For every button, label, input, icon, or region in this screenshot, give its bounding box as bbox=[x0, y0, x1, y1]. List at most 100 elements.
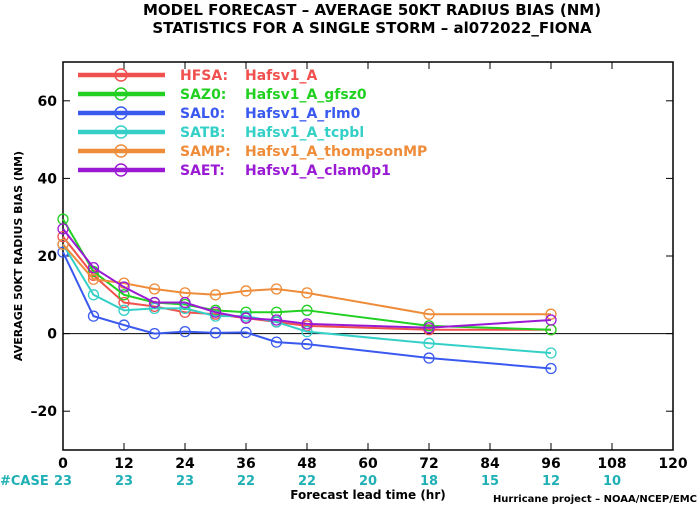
x-tick-label: 0 bbox=[58, 456, 68, 472]
chart-title-line1: MODEL FORECAST – AVERAGE 50KT RADIUS BIA… bbox=[143, 1, 601, 19]
series-point-5 bbox=[87, 261, 100, 274]
chart-title-line2: STATISTICS FOR A SINGLE STORM – al072022… bbox=[152, 19, 592, 37]
x-tick-label: 48 bbox=[297, 456, 316, 472]
series-point-5 bbox=[270, 314, 283, 326]
series-line-5 bbox=[62, 228, 552, 329]
x-tick-label: 60 bbox=[358, 456, 378, 472]
legend-series-name-4: Hafsv1_A_thompsonMP bbox=[245, 144, 427, 160]
legend-code-0: HFSA: bbox=[180, 68, 228, 84]
series-point-2 bbox=[545, 362, 557, 375]
x-tick-label: 72 bbox=[419, 456, 438, 472]
legend-series-name-0: Hafsv1_A bbox=[245, 68, 317, 84]
legend-code-5: SAET: bbox=[180, 163, 225, 179]
series-line-1 bbox=[62, 218, 552, 331]
series-point-3 bbox=[209, 310, 222, 322]
y-tick-label: –20 bbox=[31, 404, 58, 420]
series-point-5 bbox=[179, 296, 191, 309]
legend-code-2: SAL0: bbox=[180, 106, 225, 122]
case-count: 23 bbox=[176, 474, 194, 489]
case-count: 12 bbox=[542, 474, 560, 489]
series-point-4 bbox=[240, 285, 252, 297]
series-point-1 bbox=[118, 289, 130, 301]
series-point-2 bbox=[301, 338, 313, 350]
series-point-3 bbox=[545, 347, 557, 359]
x-tick-label: 96 bbox=[541, 456, 560, 472]
series-line-2 bbox=[62, 251, 552, 370]
case-count: 18 bbox=[420, 474, 438, 489]
series-point-5 bbox=[301, 318, 313, 330]
x-tick-label: 12 bbox=[114, 456, 133, 472]
series-point-1 bbox=[301, 304, 313, 316]
series-point-5 bbox=[545, 314, 557, 326]
series-point-4 bbox=[270, 283, 283, 295]
series-point-2 bbox=[179, 326, 191, 338]
case-label: #CASE bbox=[0, 474, 49, 489]
series-point-2 bbox=[240, 326, 252, 339]
legend-marker-0 bbox=[114, 68, 128, 82]
series-line-3 bbox=[62, 243, 552, 354]
legend-code-1: SAZ0: bbox=[180, 87, 226, 103]
x-tick-label: 36 bbox=[236, 456, 255, 472]
x-tick-label: 108 bbox=[597, 456, 626, 472]
legend-series-name-2: Hafsv1_A_rlm0 bbox=[245, 106, 361, 122]
series-point-4 bbox=[545, 308, 557, 320]
case-count: 23 bbox=[115, 474, 133, 489]
series-point-0 bbox=[118, 296, 130, 309]
y-tick-label: 60 bbox=[38, 94, 58, 110]
series-point-4 bbox=[209, 289, 222, 301]
case-count: 22 bbox=[298, 474, 316, 489]
series-point-3 bbox=[301, 326, 313, 338]
series-point-2 bbox=[148, 327, 161, 340]
series-point-5 bbox=[57, 223, 69, 235]
series-point-5 bbox=[209, 306, 222, 318]
series-point-4 bbox=[423, 308, 435, 320]
legend: HFSA: Hafsv1_A SAZ0: Hafsv1_A_gfsz0 SAL0: Haf… bbox=[78, 68, 427, 179]
series-point-5 bbox=[240, 312, 252, 324]
series-point-2 bbox=[423, 352, 435, 364]
series-point-5 bbox=[148, 296, 161, 309]
y-axis-label: AVERAGE 50KT RADIUS BIAS (NM) bbox=[12, 151, 25, 361]
series-point-2 bbox=[87, 310, 100, 322]
case-count: 22 bbox=[237, 474, 255, 489]
x-axis-label: Forecast lead time (hr) bbox=[290, 488, 446, 502]
series-point-5 bbox=[118, 281, 130, 293]
case-count: 10 bbox=[603, 474, 621, 489]
case-counts: 23 23 23 22 22 20 18 15 12 10 bbox=[54, 474, 621, 489]
case-count: 15 bbox=[481, 474, 499, 489]
legend-marker-4 bbox=[114, 144, 128, 158]
series-point-5 bbox=[423, 322, 435, 334]
series-point-2 bbox=[118, 319, 130, 331]
legend-series-name-5: Hafsv1_A_clam0p1 bbox=[245, 163, 391, 179]
series-point-4 bbox=[301, 287, 313, 299]
legend-marker-2 bbox=[114, 106, 128, 120]
y-tick-label: 0 bbox=[47, 327, 57, 343]
series-point-3 bbox=[87, 289, 100, 301]
series-point-2 bbox=[209, 327, 222, 339]
legend-code-3: SATB: bbox=[180, 125, 226, 141]
legend-marker-3 bbox=[114, 125, 128, 139]
x-tick-label: 84 bbox=[480, 456, 500, 472]
plot-frame bbox=[62, 61, 674, 451]
x-tick-label: 24 bbox=[175, 456, 195, 472]
series-point-4 bbox=[57, 238, 69, 251]
series-point-3 bbox=[423, 337, 435, 349]
x-tick-label: 120 bbox=[658, 456, 687, 472]
series-point-4 bbox=[87, 273, 100, 285]
axis-ticks: 0 12 24 36 48 60 72 84 96 108 120 –20 0 20 40 60 bbox=[31, 62, 688, 472]
case-count: 23 bbox=[54, 474, 72, 489]
legend-series-name-3: Hafsv1_A_tcpbl bbox=[245, 125, 364, 141]
series-line-0 bbox=[62, 235, 551, 331]
legend-code-4: SAMP: bbox=[180, 144, 231, 160]
case-count: 20 bbox=[359, 474, 377, 489]
series-point-3 bbox=[118, 304, 130, 316]
series-point-2 bbox=[270, 336, 283, 348]
series-layer bbox=[57, 213, 557, 375]
legend-series-name-1: Hafsv1_A_gfsz0 bbox=[245, 87, 367, 103]
legend-marker-5 bbox=[114, 163, 128, 177]
series-point-4 bbox=[148, 283, 161, 295]
y-tick-label: 40 bbox=[38, 171, 58, 187]
legend-marker-1 bbox=[114, 87, 128, 101]
series-line-4 bbox=[62, 243, 551, 316]
credit-text: Hurricane project – NOAA/NCEP/EMC bbox=[493, 494, 697, 505]
